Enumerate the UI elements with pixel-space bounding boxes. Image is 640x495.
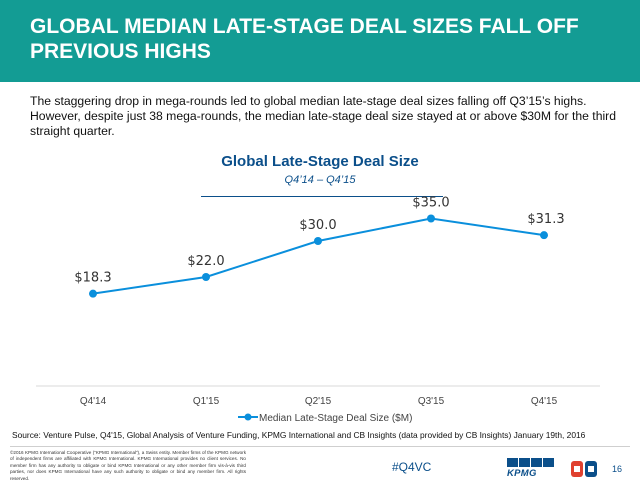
page-number: 16 [612,464,623,474]
chart-title-rule [201,196,443,197]
hashtag-link[interactable]: #Q4VC [392,460,432,474]
title-banner: GLOBAL MEDIAN LATE-STAGE DEAL SIZES FALL… [0,0,640,82]
data-point [540,231,548,240]
page-title: GLOBAL MEDIAN LATE-STAGE DEAL SIZES FALL… [30,15,579,63]
x-tick-label: Q1'15 [193,396,220,407]
footer-divider [10,446,630,447]
copyright-text: ©2016 KPMG International Cooperative (“K… [10,450,246,481]
data-point [89,289,97,298]
x-tick-label: Q3'15 [418,396,445,407]
data-label: $22.0 [187,254,224,269]
data-label: $35.0 [412,196,449,211]
kpmg-logo-text: KPMG [507,468,537,479]
legend-marker-icon [244,413,252,421]
source-note: Source: Venture Pulse, Q4'15, Global Ana… [12,430,586,440]
venture-pulse-logo-icon [571,461,597,477]
data-label: $31.3 [527,212,564,227]
line-chart: $18.3 $22.0 $30.0 $35.0 $31.3 Q4'14 Q1'15 Q2'15… [36,196,600,424]
data-point [202,273,210,281]
chart-title: Global Late-Stage Deal Size [221,153,419,170]
kpmg-logo-boxes-icon [507,458,555,467]
chart-subtitle: Q4’14 – Q4’15 [284,174,356,186]
data-label: $18.3 [74,271,111,286]
data-point [427,214,435,223]
data-label: $30.0 [299,218,336,233]
kpmg-logo: KPMG [507,458,555,482]
x-tick-label: Q4'14 [80,396,107,407]
intro-paragraph: The staggering drop in mega-rounds led t… [30,94,617,138]
x-tick-label: Q4'15 [531,396,558,407]
data-point [314,237,322,245]
x-tick-label: Q2'15 [305,396,332,407]
legend-label: Median Late-Stage Deal Size ($M) [259,413,412,424]
